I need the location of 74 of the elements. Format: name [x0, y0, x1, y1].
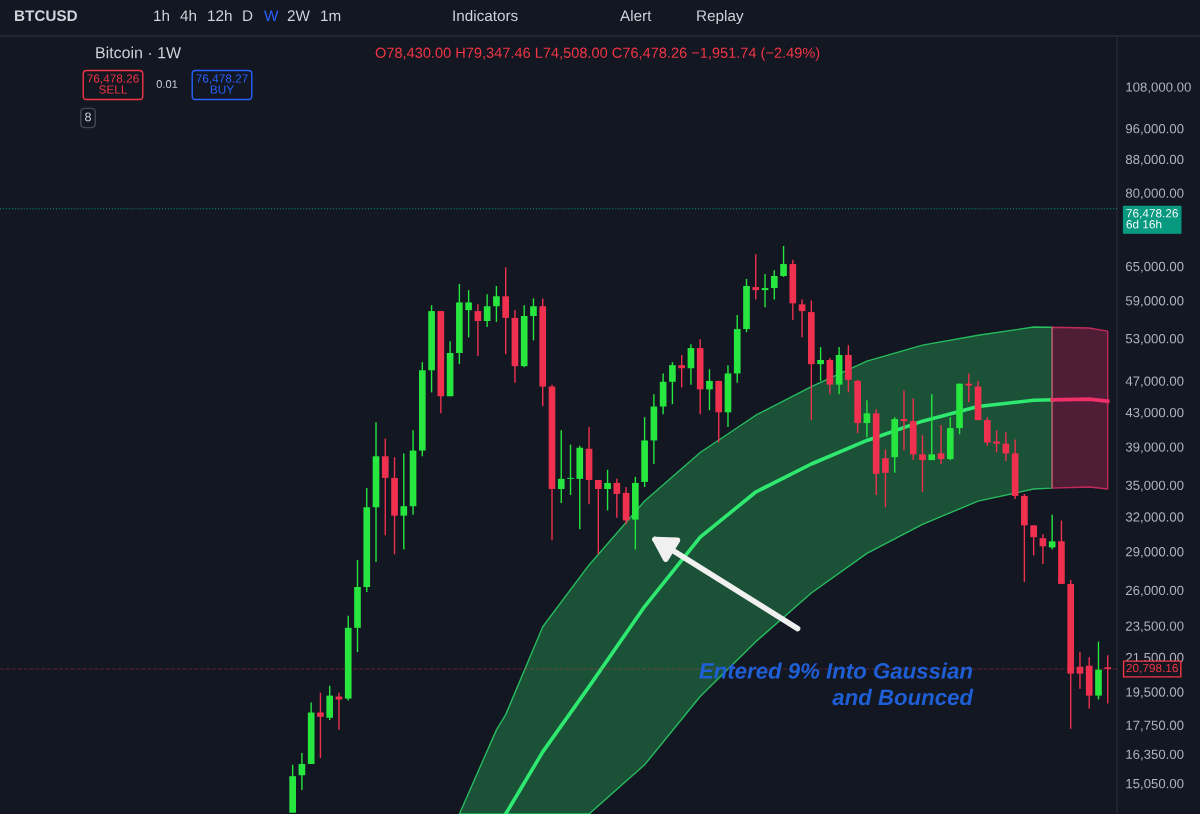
- candlestick: [502, 266, 510, 355]
- y-tick-label: 59,000.00: [1125, 296, 1184, 307]
- candlestick: [1030, 524, 1037, 557]
- candlestick: [928, 393, 936, 461]
- candlestick: [567, 443, 574, 496]
- candlestick: [1104, 654, 1112, 705]
- candlestick: [474, 303, 482, 357]
- text: 76,478.26 SELL: [87, 74, 139, 94]
- text: Bitcoin · 1W: [96, 46, 182, 59]
- y-tick-label: 65,000.00: [1126, 261, 1184, 273]
- text: 1m: [321, 10, 341, 21]
- candlestick: [483, 293, 491, 328]
- candlestick: [465, 289, 472, 339]
- y-tick-label: 15,050.00: [1126, 778, 1184, 790]
- text: 4h: [180, 9, 196, 21]
- y-tick-label: 17,750.00: [1126, 720, 1184, 732]
- candlestick: [919, 434, 926, 493]
- text: 2W: [287, 10, 310, 21]
- candlestick: [993, 429, 1000, 454]
- candlestick: [613, 478, 621, 519]
- y-tick-label: 29,000.00: [1126, 547, 1184, 558]
- candlestick: [687, 343, 695, 386]
- y-tick-label: 80,000.00: [1125, 188, 1184, 200]
- candlestick: [557, 429, 565, 504]
- candlestick: [770, 269, 778, 301]
- y-tick-label: 32,000.00: [1125, 512, 1184, 524]
- candlestick: [678, 354, 685, 389]
- text: 8: [85, 112, 91, 122]
- text: Alert: [620, 9, 652, 22]
- candlestick: [780, 245, 787, 278]
- candlestick: [1076, 651, 1084, 690]
- candlestick: [937, 424, 945, 465]
- y-tick-label: 53,000.00: [1125, 333, 1184, 345]
- candlestick: [530, 297, 537, 342]
- candlestick: [817, 346, 824, 382]
- y-tick-label: 96,000.00: [1125, 124, 1184, 135]
- text: Indicators: [453, 9, 518, 22]
- text: 0.01: [156, 80, 178, 88]
- candlestick: [900, 389, 908, 452]
- y-tick-label: 35,000.00: [1125, 480, 1184, 492]
- candlestick: [752, 253, 760, 301]
- candlestick: [882, 448, 889, 508]
- text: BTCUSD: [15, 10, 78, 22]
- candlestick: [604, 469, 611, 512]
- candlestick: [400, 452, 408, 551]
- text: 12h: [208, 9, 232, 21]
- y-tick-label: 88,000.00: [1125, 154, 1184, 166]
- candlestick: [863, 399, 871, 439]
- text: W: [264, 10, 279, 21]
- text: D: [243, 10, 253, 21]
- y-tick-label: 23,500.00: [1126, 621, 1184, 633]
- y-tick-label: 16,350.00: [1126, 749, 1184, 761]
- ref-line-label: 20,798.16: [1126, 663, 1178, 674]
- y-tick-label: 47,000.00: [1125, 376, 1184, 388]
- candlestick: [381, 437, 389, 536]
- y-tick-label: 26,000.00: [1126, 585, 1184, 597]
- candlestick: [798, 298, 806, 339]
- candlestick: [317, 692, 324, 759]
- candlestick: [706, 368, 713, 411]
- text: 1h: [154, 9, 169, 21]
- candlestick: [983, 416, 991, 447]
- text: O78,430.00 H79,347.46 L74,508.00 C76,478.26 −1,951.74 (−2.49%): [375, 47, 820, 61]
- candlestick: [669, 361, 676, 405]
- candlestick: [326, 684, 334, 721]
- candlestick: [594, 479, 602, 556]
- y-tick-label: 39,000.00: [1125, 442, 1184, 454]
- y-tick-label: 19,500.00: [1126, 687, 1184, 699]
- candlestick: [493, 285, 500, 323]
- candlestick: [965, 372, 973, 403]
- y-tick-label: 108,000.00: [1126, 82, 1191, 94]
- text: 76,478.27 BUY: [196, 74, 248, 94]
- text: Replay: [697, 9, 744, 25]
- ref-line-label: 76,478.26 6d 16h: [1126, 209, 1178, 229]
- y-tick-label: 43,000.00: [1125, 407, 1184, 419]
